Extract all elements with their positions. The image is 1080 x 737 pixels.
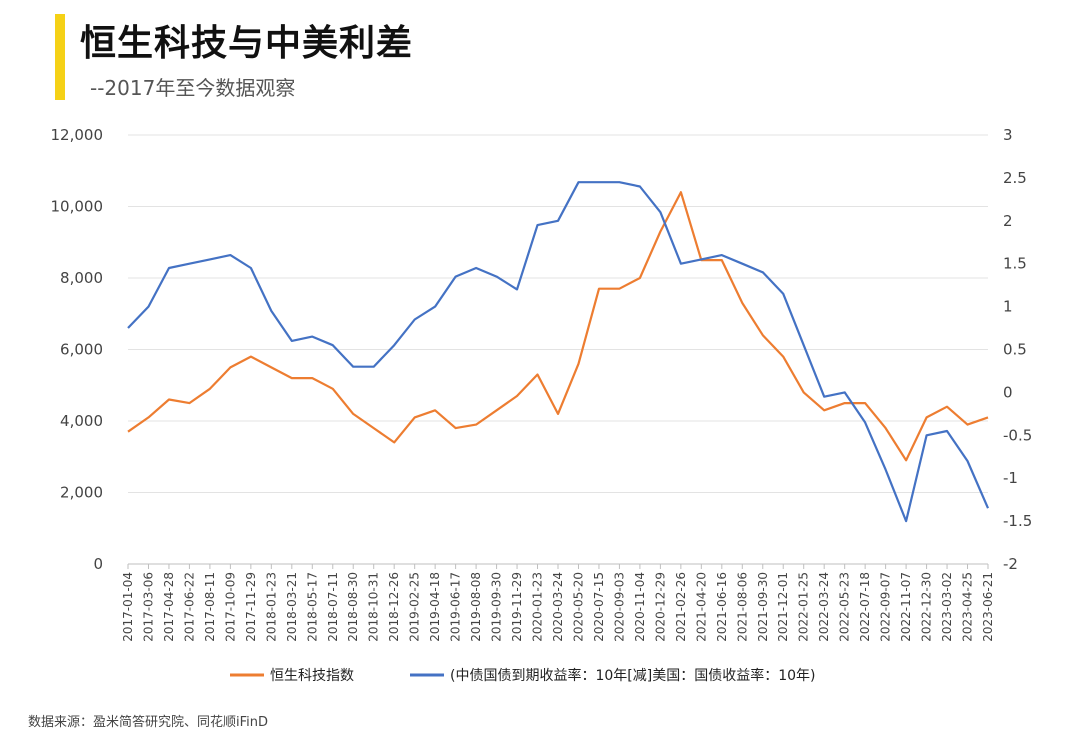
left-tick-label: 2,000 xyxy=(60,484,103,502)
x-tick-label: 2021-08-06 xyxy=(735,572,749,642)
x-tick-label: 2020-09-03 xyxy=(612,572,626,642)
x-tick-label: 2017-06-22 xyxy=(182,572,196,642)
x-tick-label: 2023-06-21 xyxy=(981,572,995,642)
right-tick-label: -0.5 xyxy=(1003,426,1032,444)
x-tick-label: 2018-07-11 xyxy=(326,572,340,642)
x-tick-label: 2017-08-11 xyxy=(203,572,217,642)
x-tick-label: 2022-09-07 xyxy=(879,572,893,642)
x-tick-label: 2018-05-17 xyxy=(305,572,319,642)
x-tick-label: 2017-04-28 xyxy=(162,572,176,642)
x-tick-label: 2023-03-02 xyxy=(940,572,954,642)
legend-label: 恒生科技指数 xyxy=(270,668,354,684)
x-tick-label: 2019-02-25 xyxy=(408,572,422,642)
x-tick-label: 2021-06-16 xyxy=(715,572,729,642)
x-tick-label: 2021-04-20 xyxy=(694,572,708,642)
x-tick-label: 2018-03-21 xyxy=(285,572,299,642)
x-tick-label: 2017-10-09 xyxy=(223,572,237,642)
x-tick-label: 2020-05-20 xyxy=(571,572,585,642)
left-tick-label: 6,000 xyxy=(60,341,103,359)
x-tick-label: 2019-04-18 xyxy=(428,572,442,642)
x-tick-label: 2020-01-23 xyxy=(531,572,545,642)
right-tick-label: -1.5 xyxy=(1003,512,1032,530)
data-source-note: 数据来源：盈米简答研究院、同花顺iFinD xyxy=(28,715,269,730)
x-tick-label: 2021-09-30 xyxy=(756,572,770,642)
x-axis-ticks: 2017-01-04 2017-03-06 2017-04-28 2017-06-22… xyxy=(121,564,995,642)
left-tick-label: 10,000 xyxy=(51,198,104,216)
x-tick-label: 2022-05-23 xyxy=(838,572,852,642)
left-tick-label: 12,000 xyxy=(51,126,104,144)
right-tick-label: -2 xyxy=(1003,555,1018,573)
x-tick-label: 2021-12-01 xyxy=(776,572,790,642)
right-tick-label: 3 xyxy=(1003,126,1013,144)
series-lines xyxy=(127,181,990,523)
x-tick-label: 2018-12-26 xyxy=(387,572,401,642)
right-axis-ticks: -2 -1.5 -1 -0.5 0 0.5 1 1.5 2 2.5 3 xyxy=(1003,126,1032,573)
left-tick-label: 4,000 xyxy=(60,412,103,430)
left-tick-label: 0 xyxy=(93,555,103,573)
x-tick-label: 2018-10-31 xyxy=(367,572,381,642)
x-tick-label: 2020-03-24 xyxy=(551,572,565,642)
x-tick-label: 2020-11-04 xyxy=(633,572,647,642)
x-tick-label: 2023-04-25 xyxy=(961,572,975,642)
x-tick-label: 2022-03-24 xyxy=(817,572,831,642)
left-tick-label: 8,000 xyxy=(60,269,103,287)
x-tick-label: 2021-02-26 xyxy=(674,572,688,642)
x-tick-label: 2022-01-25 xyxy=(797,572,811,642)
x-tick-label: 2018-01-23 xyxy=(264,572,278,642)
x-tick-label: 2018-08-30 xyxy=(346,572,360,642)
x-tick-label: 2017-11-29 xyxy=(244,572,258,642)
grid-lines xyxy=(128,134,988,565)
right-tick-label: 0.5 xyxy=(1003,341,1027,359)
x-tick-label: 2017-03-06 xyxy=(141,572,155,642)
x-tick-label: 2019-08-08 xyxy=(469,572,483,642)
x-tick-label: 2022-12-30 xyxy=(920,572,934,642)
x-tick-label: 2020-12-29 xyxy=(653,572,667,642)
chart-subtitle: --2017年至今数据观察 xyxy=(90,76,296,100)
title-accent-bar xyxy=(55,14,65,100)
legend: 恒生科技指数 (中债国债到期收益率：10年[减]美国：国债收益率：10年) xyxy=(230,667,815,684)
x-tick-label: 2019-06-17 xyxy=(449,572,463,642)
right-tick-label: 2 xyxy=(1003,212,1013,230)
right-tick-label: -1 xyxy=(1003,469,1018,487)
x-tick-label: 2019-11-29 xyxy=(510,572,524,642)
x-tick-label: 2017-01-04 xyxy=(121,572,135,642)
x-tick-label: 2022-07-18 xyxy=(858,572,872,642)
right-tick-label: 2.5 xyxy=(1003,169,1027,187)
left-axis-ticks: 0 2,000 4,000 6,000 8,000 10,000 12,000 xyxy=(51,126,104,573)
right-tick-label: 0 xyxy=(1003,383,1013,401)
yield-spread-line xyxy=(127,181,990,523)
x-tick-label: 2019-09-30 xyxy=(490,572,504,642)
x-tick-label: 2020-07-15 xyxy=(592,572,606,642)
x-tick-label: 2022-11-07 xyxy=(899,572,913,642)
right-tick-label: 1 xyxy=(1003,298,1013,316)
right-tick-label: 1.5 xyxy=(1003,255,1027,273)
legend-label: (中债国债到期收益率：10年[减]美国：国债收益率：10年) xyxy=(450,667,815,684)
chart-title: 恒生科技与中美利差 xyxy=(80,23,414,64)
hstech-index-line xyxy=(127,191,989,462)
